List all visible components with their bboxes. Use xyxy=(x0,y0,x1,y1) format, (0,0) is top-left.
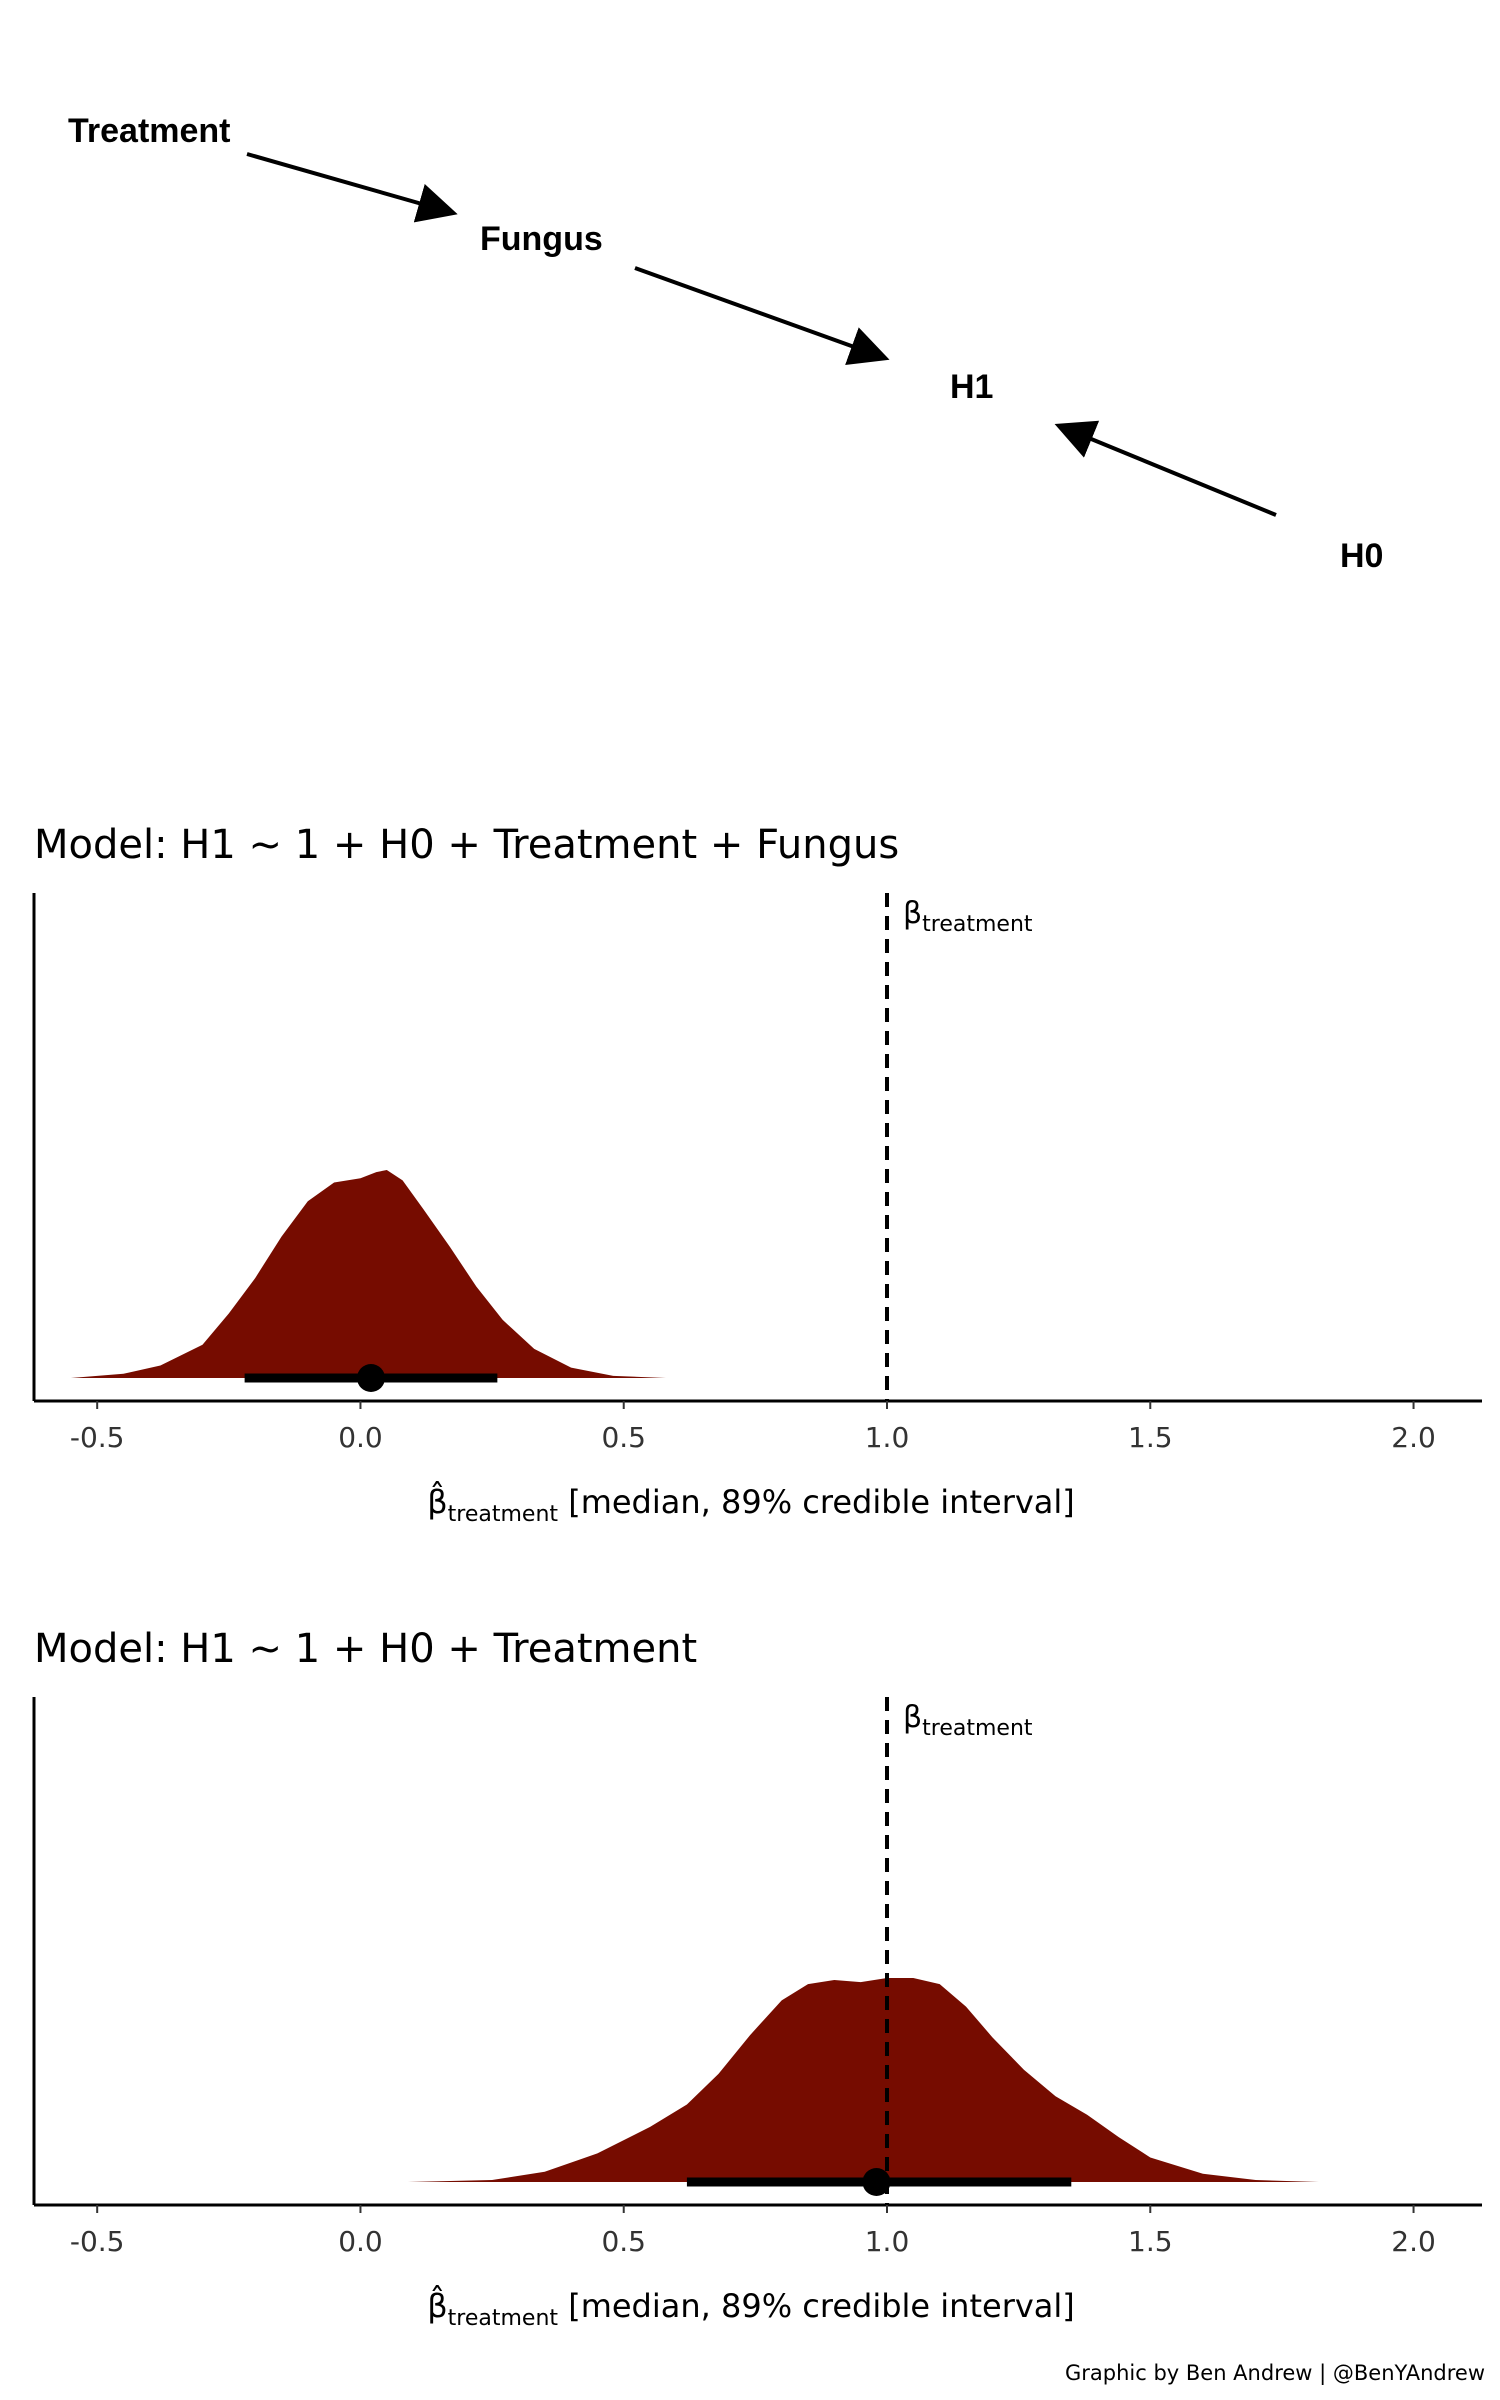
x-tick-label: 0.0 xyxy=(338,2225,383,2258)
x-tick-label: 0.5 xyxy=(601,1421,646,1454)
dag-node-fungus: Fungus xyxy=(480,220,603,258)
x-tick-label: -0.5 xyxy=(70,1421,125,1454)
panel-title: Model: H1 ~ 1 + H0 + Treatment xyxy=(34,1626,697,1672)
posterior-panel-without-fungus: Model: H1 ~ 1 + H0 + Treatment βtreatmen… xyxy=(32,1626,1482,2331)
dag-edge-fungus-h1 xyxy=(634,266,890,365)
panel-marks: βtreatment xyxy=(407,1697,1319,2205)
x-tick-label: 1.0 xyxy=(865,2225,910,2258)
x-tick-label: 1.5 xyxy=(1128,2225,1173,2258)
x-tick-label: 2.0 xyxy=(1391,2225,1436,2258)
credit-text: Graphic by Ben Andrew | @BenYAndrew xyxy=(1065,2361,1485,2386)
x-tick-label: 1.5 xyxy=(1128,1421,1173,1454)
dag-node-h0: H0 xyxy=(1340,537,1383,575)
x-tick-label: 2.0 xyxy=(1391,1421,1436,1454)
posterior-density-area xyxy=(70,1170,666,1378)
median-point xyxy=(356,1364,385,1392)
x-axis-title: β̂treatment [median, 89% credible interv… xyxy=(427,2285,1075,2331)
dag-diagram: Treatment Fungus H1 H0 xyxy=(68,112,1383,575)
x-axis-title: β̂treatment [median, 89% credible interv… xyxy=(427,1481,1075,1527)
panel-title: Model: H1 ~ 1 + H0 + Treatment + Fungus xyxy=(34,822,899,868)
x-axis-ticks: -0.5 0.0 0.5 1.0 1.5 2.0 xyxy=(70,1401,1436,1454)
posterior-panel-with-fungus: Model: H1 ~ 1 + H0 + Treatment + Fungus … xyxy=(32,822,1482,1527)
reference-line-label: βtreatment xyxy=(903,896,1033,937)
x-tick-label: 0.5 xyxy=(601,2225,646,2258)
x-tick-label: -0.5 xyxy=(70,2225,125,2258)
median-point xyxy=(862,2168,891,2196)
dag-edge-h0-h1 xyxy=(1054,420,1277,517)
x-axis-ticks: -0.5 0.0 0.5 1.0 1.5 2.0 xyxy=(70,2205,1436,2258)
posterior-density-area xyxy=(407,1978,1319,2182)
dag-node-treatment: Treatment xyxy=(68,112,231,150)
x-tick-label: 0.0 xyxy=(338,1421,383,1454)
dag-edge-treatment-fungus xyxy=(246,152,458,223)
x-tick-label: 1.0 xyxy=(865,1421,910,1454)
panel-marks: βtreatment xyxy=(70,893,1033,1401)
dag-node-h1: H1 xyxy=(950,368,993,406)
reference-line-label: βtreatment xyxy=(903,1700,1033,1741)
